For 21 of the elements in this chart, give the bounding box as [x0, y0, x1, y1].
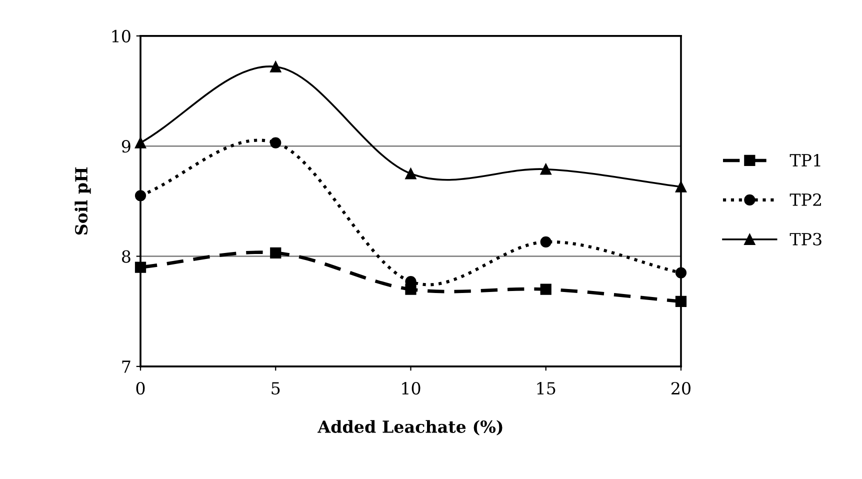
legend-label: TP3 [790, 232, 822, 246]
point [405, 168, 416, 180]
x-tick-label: 15 [537, 382, 556, 395]
y-tick-label: 10 [112, 30, 130, 42]
x-tick-label: 20 [672, 382, 690, 395]
point [270, 61, 282, 72]
y-tick-label: 9 [122, 140, 130, 153]
x-tick-label: 5 [272, 382, 280, 395]
y-tick-label: 7 [122, 360, 130, 373]
y-tick-label: 8 [122, 250, 130, 263]
x-tick-label: 10 [402, 382, 420, 395]
point [540, 284, 552, 295]
x-axis-title: Added Leachate (%) [318, 420, 502, 436]
point [540, 236, 552, 248]
legend-label: TP1 [790, 154, 820, 166]
point [270, 247, 282, 259]
point [270, 137, 282, 148]
point [540, 164, 552, 175]
x-tick-label: 0 [136, 382, 145, 395]
legend-label: TP2 [790, 193, 821, 206]
y-axis-title: Soil pH [74, 167, 91, 235]
